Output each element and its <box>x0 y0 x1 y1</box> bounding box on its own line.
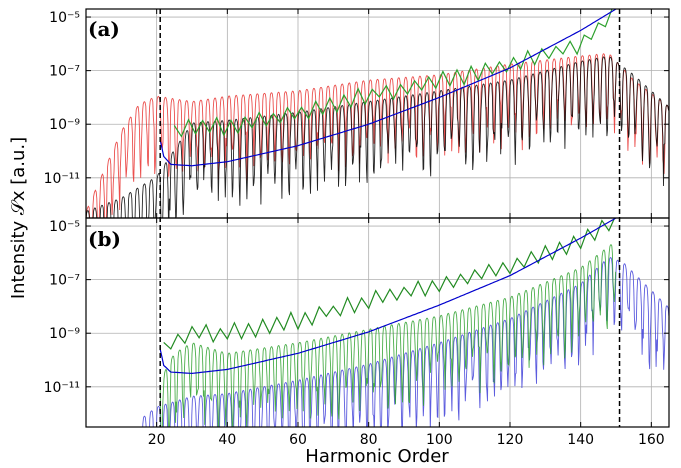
y-tick-label-b: 10⁻⁵ <box>49 219 80 235</box>
y-tick-label-a: 10⁻⁷ <box>49 64 80 80</box>
series-line-b-3 <box>159 218 617 375</box>
series-line-a-1 <box>86 56 669 218</box>
x-tick-label: 100 <box>426 432 453 448</box>
y-tick-label-a: 10⁻⁵ <box>49 10 80 26</box>
panel-a-background <box>86 9 669 218</box>
series-line-a-3 <box>159 9 617 167</box>
y-tick-label-a: 10⁻⁹ <box>49 117 80 133</box>
y-tick-label-a: 10⁻¹¹ <box>44 171 80 187</box>
panel-b-background <box>86 218 669 427</box>
panel-b-label: (b) <box>88 227 121 251</box>
axis-ticks: 10⁻¹¹ 10⁻⁹ 10⁻⁷ 10⁻⁵ 10⁻¹¹ 10⁻⁹ 10⁻⁷ 10⁻⁵ 20 40 60… <box>44 9 669 448</box>
series-line-a-2 <box>173 9 613 138</box>
panel-a-label: (a) <box>88 17 120 41</box>
panel-a-series <box>86 9 669 218</box>
x-tick-label: 160 <box>638 432 665 448</box>
panel-b-series <box>142 218 669 427</box>
x-tick-label: 80 <box>360 432 378 448</box>
y-axis-label: Intensity 𝒮x [a.u.] <box>8 137 29 299</box>
series-line-b-2 <box>163 218 616 350</box>
x-tick-label: 40 <box>218 432 236 448</box>
x-tick-label: 140 <box>567 432 594 448</box>
x-tick-label: 60 <box>289 432 307 448</box>
series-line-a-0 <box>86 53 669 218</box>
series-line-b-1 <box>159 244 617 427</box>
y-tick-label-b: 10⁻¹¹ <box>44 380 80 396</box>
x-axis-label: Harmonic Order <box>305 446 449 467</box>
panel-b-frame <box>85 217 670 428</box>
y-tick-label-b: 10⁻⁷ <box>49 273 80 289</box>
x-tick-label: 20 <box>148 432 166 448</box>
y-tick-label-b: 10⁻⁹ <box>49 326 80 342</box>
x-tick-label: 120 <box>497 432 524 448</box>
